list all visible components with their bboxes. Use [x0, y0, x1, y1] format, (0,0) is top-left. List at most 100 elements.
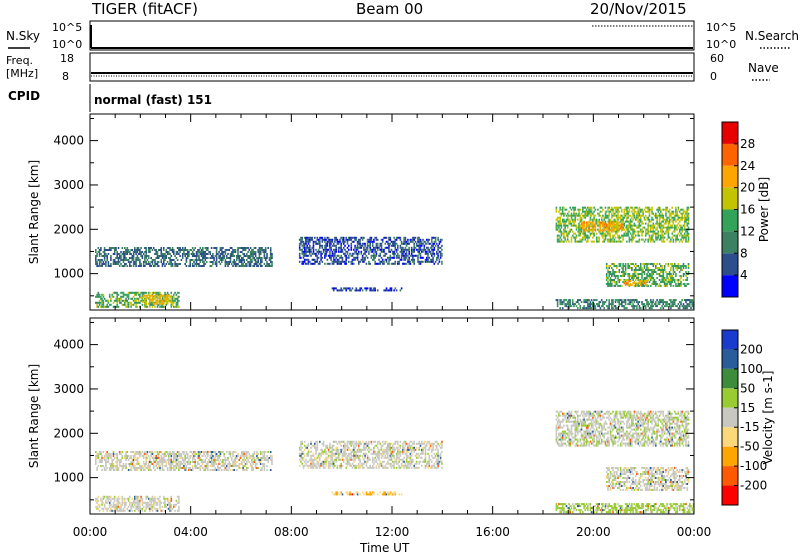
echo-cell — [136, 247, 139, 249]
echo-cell — [111, 505, 113, 508]
echo-cell — [600, 221, 603, 224]
echo-cell — [652, 218, 655, 221]
echo-cell — [670, 267, 672, 269]
echo-cell — [582, 225, 584, 228]
echo-cell — [686, 214, 689, 217]
echo-cell — [656, 216, 658, 219]
echo-cell — [589, 208, 592, 211]
echo-cell — [151, 451, 154, 453]
echo-cell — [590, 218, 593, 221]
echo-cell — [667, 265, 670, 267]
echo-cell — [650, 279, 652, 281]
echo-cell — [429, 242, 432, 245]
echo-cell — [152, 459, 155, 461]
echo-cell — [155, 300, 157, 303]
echo-cell — [112, 505, 115, 508]
echo-cell — [336, 238, 339, 241]
echo-cell — [638, 218, 641, 221]
echo-cell — [570, 228, 573, 231]
echo-cell — [590, 221, 593, 224]
echo-cell — [650, 240, 652, 243]
echo-cell — [95, 261, 97, 263]
echo-cell — [648, 263, 651, 265]
echo-cell — [388, 289, 390, 292]
echo-cell — [676, 218, 678, 221]
echo-cell — [190, 259, 193, 261]
echo-cell — [662, 214, 665, 217]
echo-cell — [629, 301, 632, 304]
echo-cell — [651, 236, 653, 239]
echo-cell — [678, 220, 681, 223]
echo-cell — [685, 234, 687, 237]
echo-cell — [611, 273, 613, 275]
echo-cell — [209, 465, 212, 467]
echo-cell — [135, 293, 137, 296]
echo-cell — [639, 228, 642, 231]
echo-cell — [134, 301, 136, 304]
echo-cell — [583, 216, 585, 219]
echo-cell — [650, 273, 652, 275]
echo-cell — [96, 265, 98, 267]
echo-cell — [682, 228, 685, 231]
echo-cell — [188, 253, 190, 255]
echo-cell — [593, 307, 595, 310]
echo-cell — [381, 262, 384, 265]
echo-cell — [583, 236, 585, 239]
echo-cell — [650, 238, 652, 241]
echo-cell — [651, 301, 653, 304]
echo-cell — [166, 469, 169, 471]
echo-cell — [639, 214, 642, 217]
echo-cell — [219, 463, 222, 465]
echo-cell — [160, 249, 163, 251]
echo-cell — [634, 275, 637, 277]
echo-cell — [329, 252, 331, 255]
echo-cell — [132, 299, 135, 302]
echo-cell — [592, 229, 594, 232]
echo-cell — [556, 226, 559, 229]
echo-cell — [207, 455, 209, 457]
echo-cell — [118, 261, 121, 263]
echo-cell — [389, 254, 392, 257]
echo-cell — [164, 291, 166, 294]
echo-cell — [643, 226, 646, 229]
echo-cell — [687, 263, 690, 265]
echo-cell — [120, 459, 122, 461]
echo-cell — [413, 254, 415, 257]
echo-cell — [161, 305, 164, 308]
echo-cell — [95, 255, 97, 257]
echo-cell — [97, 503, 100, 506]
echo-cell — [658, 301, 661, 304]
echo-cell — [626, 232, 628, 235]
echo-cell — [106, 255, 108, 257]
echo-cell — [432, 250, 434, 253]
echo-cell — [124, 497, 126, 500]
echo-cell — [405, 250, 408, 253]
echo-cell — [583, 230, 585, 233]
echo-cell — [392, 244, 394, 247]
echo-cell — [301, 260, 303, 263]
echo-cell — [371, 289, 374, 292]
echo-cell — [108, 505, 111, 508]
echo-cell — [611, 227, 613, 230]
echo-cell — [364, 256, 366, 259]
echo-cell — [223, 459, 225, 461]
echo-cell — [662, 303, 665, 306]
echo-cell — [556, 238, 559, 241]
echo-cell — [141, 300, 144, 303]
echo-cell — [361, 236, 364, 239]
echo-cell — [585, 214, 588, 217]
echo-cell — [164, 455, 166, 457]
echo-cell — [220, 247, 223, 249]
echo-cell — [681, 214, 683, 217]
echo-cell — [583, 210, 585, 213]
echo-cell — [342, 252, 345, 255]
echo-cell — [376, 262, 379, 265]
echo-cell — [154, 265, 156, 267]
echo-cell — [125, 299, 127, 302]
echo-cell — [340, 250, 342, 253]
echo-cell — [130, 461, 132, 463]
echo-cell — [642, 214, 644, 217]
echo-cell — [124, 257, 126, 259]
echo-cell — [677, 226, 680, 229]
echo-cell — [627, 279, 629, 281]
